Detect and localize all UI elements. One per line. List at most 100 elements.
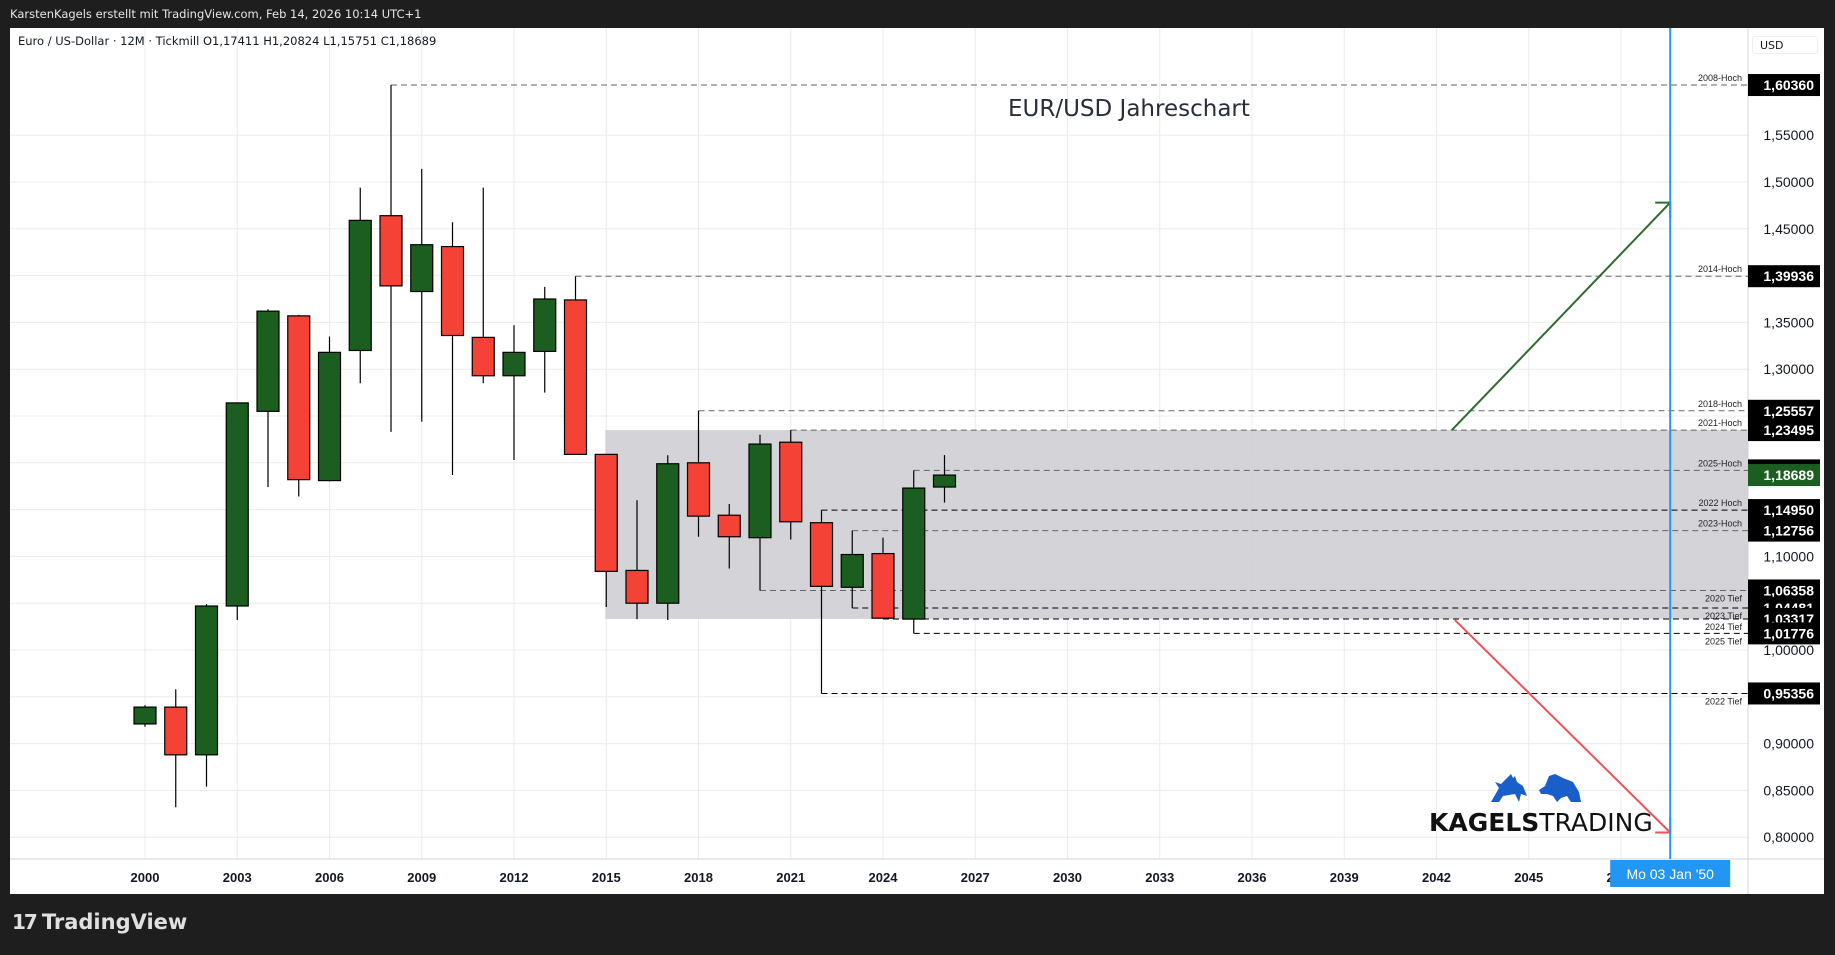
- candle-2025[interactable]: [902, 487, 926, 620]
- level-price-tag: [1748, 74, 1820, 97]
- price-tick-label: 0,85000: [1763, 782, 1814, 798]
- symbol-legend[interactable]: Euro / US-Dollar · 12M · Tickmill O1,174…: [18, 34, 437, 48]
- price-tick-label: 1,00000: [1763, 642, 1814, 658]
- svg-text:0,95356: 0,95356: [1763, 685, 1814, 701]
- bearish-arrow[interactable]: [1454, 619, 1671, 834]
- candle-2001[interactable]: [164, 706, 188, 756]
- candle-2018[interactable]: [686, 462, 711, 517]
- level-label: 2022 Hoch: [1698, 498, 1742, 508]
- candle-2004[interactable]: [256, 310, 280, 412]
- svg-text:1,39936: 1,39936: [1763, 268, 1814, 284]
- watermark-light: TRADING: [1539, 808, 1653, 837]
- kagels-trading-watermark: KAGELSTRADING: [1429, 770, 1653, 837]
- level-price-tag: [1748, 579, 1820, 602]
- candle-2005[interactable]: [287, 315, 311, 481]
- candle-2022[interactable]: [809, 522, 834, 587]
- time-tick-label: 2003: [223, 870, 252, 885]
- candle-2026[interactable]: [932, 474, 957, 488]
- svg-text:1,01776: 1,01776: [1763, 625, 1814, 641]
- tradingview-mark-icon: 17: [12, 910, 38, 934]
- level-label: 2020 Tief: [1705, 593, 1743, 603]
- level-label: 2023 Tief: [1705, 611, 1743, 621]
- candle-2020[interactable]: [748, 443, 772, 539]
- candle-2008[interactable]: [379, 215, 403, 287]
- range-zone[interactable]: [605, 430, 1748, 619]
- time-tick-label: 2027: [961, 870, 990, 885]
- chart-credit: KarstenKagels erstellt mit TradingView.c…: [10, 7, 422, 21]
- candle-2013[interactable]: [533, 298, 557, 353]
- level-label: 2025 Tief: [1705, 636, 1743, 646]
- time-tick-label: 2030: [1053, 870, 1082, 885]
- candle-2019[interactable]: [717, 514, 741, 538]
- watermark-bold: KAGELS: [1429, 808, 1540, 837]
- time-tick-label: 2018: [684, 870, 713, 885]
- last-price-tag: [1748, 464, 1820, 487]
- price-tick-label: 1,35000: [1763, 314, 1814, 330]
- candle-2002[interactable]: [194, 605, 219, 756]
- time-axis[interactable]: 2000 2003 2006 2009 2012 2015 2018 2021 2024 2027…: [131, 860, 1731, 887]
- crosshair-time-label: [1610, 860, 1731, 887]
- svg-text:1,18689: 1,18689: [1763, 467, 1814, 483]
- candle-2000[interactable]: [133, 706, 157, 725]
- level-label: 2018-Hoch: [1698, 399, 1742, 409]
- candle-2016[interactable]: [625, 569, 649, 604]
- level-label: 2008-Hoch: [1698, 73, 1742, 83]
- candle-2003[interactable]: [225, 402, 249, 607]
- candle-2012[interactable]: [502, 351, 526, 377]
- time-tick-label: 2045: [1514, 870, 1543, 885]
- time-tick-label: 2015: [592, 870, 621, 885]
- level-price-tag: [1748, 399, 1820, 422]
- level-price-tag: [1748, 622, 1820, 645]
- time-tick-label: 2009: [407, 870, 436, 885]
- candles: [133, 85, 957, 808]
- time-tick-label: 2012: [500, 870, 529, 885]
- time-tick-label: 2039: [1330, 870, 1359, 885]
- svg-text:1,12756: 1,12756: [1763, 523, 1814, 539]
- time-tick-label: 2000: [131, 870, 160, 885]
- candle-2014[interactable]: [563, 299, 588, 455]
- candle-2006[interactable]: [317, 351, 342, 482]
- time-tick-label: 2024: [869, 870, 899, 885]
- svg-text:Mo 03 Jan '50: Mo 03 Jan '50: [1626, 866, 1714, 882]
- candle-2015[interactable]: [594, 453, 618, 572]
- bullish-arrow[interactable]: [1451, 201, 1671, 431]
- level-price-tag: [1748, 519, 1820, 542]
- svg-text:1,60360: 1,60360: [1763, 77, 1814, 93]
- price-tick-label: 1,55000: [1763, 127, 1814, 143]
- candle-2010[interactable]: [440, 245, 465, 337]
- tradingview-logo[interactable]: 17 TradingView: [12, 910, 187, 934]
- price-tick-label: 1,30000: [1763, 361, 1814, 377]
- svg-text:1,23495: 1,23495: [1763, 422, 1814, 438]
- level-price-tag: [1748, 265, 1820, 288]
- price-axis[interactable]: 1,55000 1,50000 1,45000 1,35000 1,30000 1,100…: [1748, 74, 1820, 845]
- time-tick-label: 2021: [776, 870, 805, 885]
- level-price-tag: [1748, 419, 1820, 442]
- time-tick-label: 2033: [1145, 870, 1174, 885]
- candle-2007[interactable]: [348, 219, 372, 352]
- time-tick-label: 2042: [1422, 870, 1451, 885]
- time-tick-label: 2036: [1238, 870, 1267, 885]
- price-tick-label: 0,90000: [1763, 736, 1814, 752]
- candle-2023[interactable]: [840, 553, 864, 588]
- level-label: 2025-Hoch: [1698, 458, 1742, 468]
- chart-title-annotation[interactable]: EUR/USD Jahreschart: [1008, 96, 1250, 122]
- currency-button[interactable]: USD: [1752, 36, 1818, 54]
- candle-2021[interactable]: [779, 441, 803, 523]
- level-price-tag: [1748, 499, 1820, 522]
- level-label: 2023-Hoch: [1698, 519, 1742, 529]
- time-tick-label: 2006: [315, 870, 344, 885]
- level-label: 2022 Tief: [1705, 696, 1743, 706]
- level-label: 2024 Tief: [1705, 622, 1743, 632]
- candle-2024[interactable]: [871, 552, 895, 619]
- candle-2011[interactable]: [471, 336, 495, 377]
- bull-bear-icon: [1490, 774, 1581, 802]
- svg-text:1,25557: 1,25557: [1763, 403, 1814, 419]
- level-label: 2021-Hoch: [1698, 418, 1742, 428]
- price-tick-label: 0,80000: [1763, 829, 1814, 845]
- candle-2009[interactable]: [410, 244, 434, 293]
- price-tick-label: 1,45000: [1763, 221, 1814, 237]
- level-label: 2014-Hoch: [1698, 264, 1742, 274]
- candle-2017[interactable]: [656, 463, 680, 604]
- price-tick-label: 1,10000: [1763, 548, 1814, 564]
